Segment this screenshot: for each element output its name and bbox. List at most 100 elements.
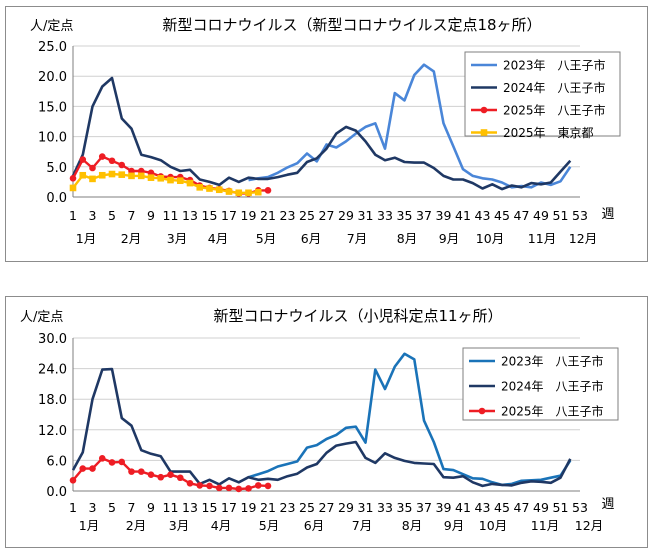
month-label: 2月 (121, 231, 141, 246)
data-point (98, 455, 106, 462)
data-point (235, 189, 243, 197)
x-tick-label: 39 (436, 208, 452, 223)
x-axis-label: 週 (601, 207, 614, 222)
data-point (98, 171, 106, 179)
x-tick-label: 9 (147, 500, 155, 515)
x-tick-label: 23 (280, 208, 296, 223)
x-tick-label: 21 (260, 500, 276, 515)
x-axis-label: 週 (601, 497, 614, 512)
data-point (69, 476, 77, 484)
x-tick-label: 7 (128, 500, 136, 515)
y-tick-label: 10.0 (38, 131, 67, 146)
x-tick-label: 13 (182, 208, 198, 223)
x-tick-label: 53 (572, 208, 588, 223)
month-label: 8月 (402, 518, 422, 533)
series-1 (248, 352, 572, 487)
data-point (235, 485, 243, 493)
x-tick-label: 49 (533, 500, 549, 515)
x-tick-label: 51 (553, 208, 569, 223)
x-tick-label: 23 (280, 500, 296, 515)
x-tick-label: 27 (319, 208, 335, 223)
data-point (167, 176, 174, 184)
month-label: 7月 (347, 231, 367, 246)
x-tick-label: 31 (358, 500, 374, 515)
month-label: 3月 (167, 231, 187, 246)
x-tick-label: 9 (147, 208, 155, 223)
data-point (264, 482, 272, 490)
x-tick-label: 39 (436, 500, 452, 515)
y-axis-label: 人/定点 (30, 19, 73, 34)
y-tick-label: 12.0 (38, 424, 67, 439)
x-tick-label: 33 (377, 500, 393, 515)
month-label: 10月 (479, 518, 507, 533)
data-point (108, 157, 116, 165)
month-label: 9月 (444, 518, 464, 533)
y-tick-label: 15.0 (38, 100, 67, 115)
y-tick-label: 6.0 (46, 454, 67, 469)
month-label: 4月 (208, 231, 228, 246)
x-tick-label: 17 (221, 208, 237, 223)
legend-label: 2023年 八王子市 (503, 58, 606, 73)
month-label: 1月 (76, 231, 96, 246)
month-label: 7月 (352, 518, 372, 533)
x-tick-label: 1 (69, 208, 77, 223)
y-tick-label: 0.0 (46, 485, 67, 500)
data-point (225, 484, 233, 492)
y-tick-label: 18.0 (38, 393, 67, 408)
series-4 (69, 170, 262, 197)
x-tick-label: 45 (494, 500, 510, 515)
data-point (186, 480, 194, 487)
x-tick-label: 17 (221, 500, 237, 515)
y-tick-label: 5.0 (46, 161, 67, 176)
data-point (167, 471, 174, 478)
month-label: 2月 (126, 518, 146, 533)
data-point (215, 186, 223, 194)
data-point (69, 174, 77, 182)
data-point (89, 164, 96, 172)
y-tick-label: 30.0 (38, 332, 67, 347)
data-point (254, 188, 262, 196)
data-point (206, 482, 213, 490)
data-point (118, 171, 126, 178)
x-tick-label: 5 (108, 500, 116, 515)
x-tick-label: 51 (553, 500, 569, 515)
x-tick-label: 29 (338, 500, 354, 515)
data-point (108, 459, 116, 466)
x-tick-label: 31 (358, 208, 374, 223)
legend-label: 2025年 八王子市 (501, 404, 604, 419)
data-point (245, 189, 252, 197)
legend-marker (480, 106, 488, 114)
data-point (157, 473, 165, 481)
data-point (69, 184, 77, 192)
data-point (186, 179, 194, 187)
data-point (176, 474, 184, 482)
x-tick-label: 47 (514, 208, 530, 223)
legend-marker (480, 129, 488, 136)
x-tick-label: 37 (416, 500, 432, 515)
series-2 (71, 76, 572, 191)
x-tick-label: 15 (202, 208, 218, 223)
x-tick-label: 27 (319, 500, 335, 515)
x-tick-label: 15 (202, 500, 218, 515)
data-point (137, 172, 145, 180)
x-tick-label: 43 (475, 208, 491, 223)
legend-label: 2025年 東京都 (503, 126, 594, 140)
legend-label: 2023年 八王子市 (501, 354, 604, 369)
x-tick-label: 37 (416, 208, 432, 223)
x-tick-label: 1 (69, 500, 77, 515)
month-label: 3月 (169, 518, 189, 533)
month-label: 6月 (304, 518, 324, 533)
data-point (206, 185, 213, 192)
x-tick-label: 13 (182, 500, 198, 515)
x-tick-label: 25 (299, 208, 315, 223)
data-point (147, 174, 155, 181)
series-3 (69, 455, 272, 493)
y-tick-label: 20.0 (38, 70, 67, 85)
month-label: 9月 (439, 231, 459, 246)
month-label: 6月 (301, 231, 321, 246)
data-point (147, 471, 155, 478)
x-tick-label: 19 (241, 208, 257, 223)
data-point (79, 465, 87, 472)
data-point (176, 177, 184, 184)
